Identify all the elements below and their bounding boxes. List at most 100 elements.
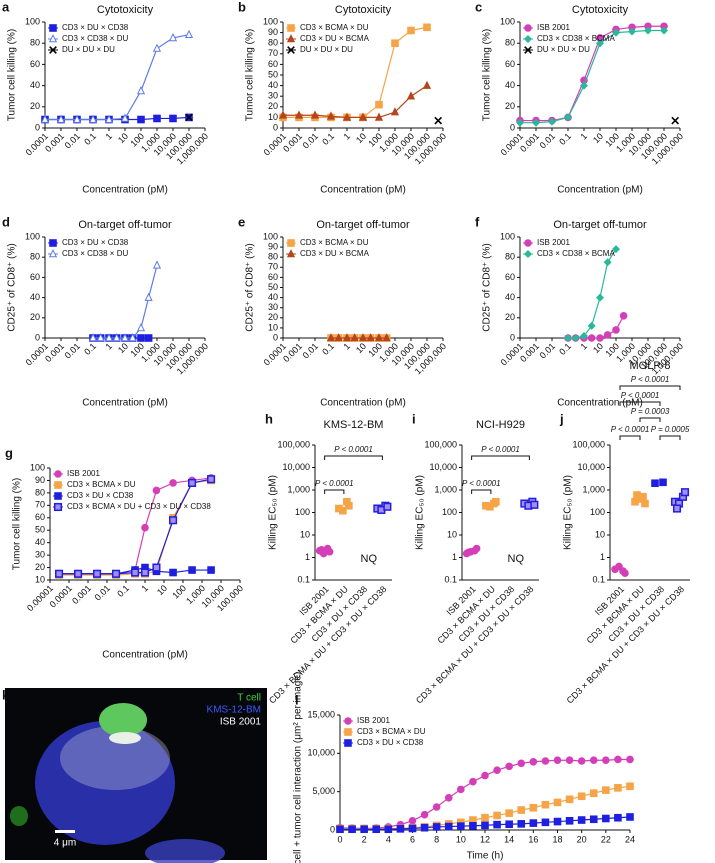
marker <box>390 107 400 116</box>
y-tick-label: 0.1 <box>592 574 605 584</box>
x-axis-label: Concentration (pM) <box>557 185 643 196</box>
marker <box>207 475 216 484</box>
marker <box>529 819 538 827</box>
x-tick-label: 10 <box>116 341 130 355</box>
y-tick-label: 100 <box>30 462 45 472</box>
y-tick-label: 10,000 <box>307 748 335 758</box>
y-tick-label: 100 <box>442 507 457 517</box>
marker <box>88 333 98 342</box>
marker <box>93 569 102 578</box>
contact <box>109 732 141 744</box>
marker <box>144 334 153 342</box>
marker <box>619 311 628 320</box>
y-tick-label: 1 <box>452 552 457 562</box>
p-value: P < 0.0001 <box>611 425 650 434</box>
y-tick-label: 30 <box>268 91 278 101</box>
marker <box>137 115 145 124</box>
y-tick-label: 100 <box>263 16 278 26</box>
marker <box>408 817 417 825</box>
legend-marker <box>54 470 62 478</box>
y-tick-label: 100,000 <box>277 439 310 449</box>
y-tick-label: 10,000 <box>577 462 605 472</box>
channel-label: T cell <box>237 693 261 704</box>
y-tick-label: 10,000 <box>282 462 310 472</box>
y-tick-label: 20 <box>268 312 278 322</box>
marker <box>128 333 137 342</box>
marker <box>140 568 150 577</box>
x-tick-label: 10 <box>155 583 169 597</box>
panel-letter: a <box>2 0 10 14</box>
legend-marker <box>524 46 532 54</box>
x-tick-label: 1 <box>341 341 352 352</box>
legend-marker <box>286 34 296 43</box>
legend-label: CD3 × DU × CD38 <box>357 738 424 747</box>
marker <box>96 333 105 342</box>
marker <box>469 777 477 786</box>
marker <box>137 334 145 342</box>
marker <box>372 825 381 834</box>
legend-label: CD3 × BCMA × DU <box>357 727 426 736</box>
legend-marker <box>49 46 57 54</box>
annotation: NQ <box>361 553 378 565</box>
y-tick-label: 5,000 <box>312 786 335 796</box>
x-tick-label: 0.1 <box>82 341 98 357</box>
y-axis-label: CD25⁺ of CD8⁺ (%) <box>245 243 256 331</box>
marker <box>565 817 574 825</box>
marker <box>184 29 194 39</box>
legend-label: CD3 × DU × CD38 <box>62 23 129 32</box>
panel-letter: e <box>238 214 245 229</box>
marker <box>420 823 429 832</box>
legend-marker <box>49 239 57 247</box>
legend-label: ISB 2001 <box>537 23 570 32</box>
x-tick-label: 10 <box>354 341 368 355</box>
y-tick-label: 80 <box>505 252 515 262</box>
comparison-bracket <box>471 455 530 460</box>
panel-title: Cytotoxicity <box>97 4 154 16</box>
marker <box>680 488 690 497</box>
annotation: NQ <box>508 553 525 565</box>
y-tick-label: 0 <box>35 122 40 132</box>
y-tick-label: 10 <box>300 529 310 539</box>
legend-marker <box>344 717 352 725</box>
y-tick-label: 60 <box>30 59 40 69</box>
y-tick-label: 50 <box>268 69 278 79</box>
y-axis-label: Tumor cell killing (%) <box>12 478 23 570</box>
y-tick-label: 40 <box>35 537 45 547</box>
marker <box>589 789 598 798</box>
x-tick-label: 1 <box>341 131 352 142</box>
comparison-bracket <box>324 489 345 494</box>
marker <box>589 756 598 765</box>
marker <box>55 569 64 578</box>
y-tick-label: 40 <box>505 80 515 90</box>
scale-bar <box>55 830 75 833</box>
y-axis-label: T cell + tumor cell interaction (μm² per… <box>293 672 304 863</box>
x-axis-label: Concentration (pM) <box>82 185 168 196</box>
panel-title: On-target off-tumor <box>553 219 647 231</box>
p-value: P < 0.0001 <box>481 445 520 454</box>
marker <box>326 111 336 120</box>
comparison-bracket <box>471 489 492 494</box>
marker <box>603 258 612 267</box>
x-axis-label: Time (h) <box>467 851 504 862</box>
marker <box>464 548 473 557</box>
marker <box>614 755 622 764</box>
tumor-cell <box>35 721 175 845</box>
x-tick-label: 0.001 <box>70 583 93 606</box>
marker <box>481 771 489 780</box>
marker <box>56 114 66 123</box>
marker <box>577 757 586 765</box>
y-tick-label: 60 <box>505 59 515 69</box>
x-tick-label: 0.01 <box>63 341 82 360</box>
marker <box>659 478 667 487</box>
marker <box>382 333 391 342</box>
marker <box>505 809 513 817</box>
y-tick-label: 40 <box>505 292 515 302</box>
y-tick-label: 0 <box>330 824 335 834</box>
y-tick-label: 10 <box>35 574 45 584</box>
marker <box>565 756 574 765</box>
panel-letter: c <box>475 0 482 14</box>
comparison-bracket <box>324 455 383 460</box>
marker <box>325 547 334 556</box>
marker <box>342 112 352 121</box>
panel-letter: j <box>559 411 564 426</box>
